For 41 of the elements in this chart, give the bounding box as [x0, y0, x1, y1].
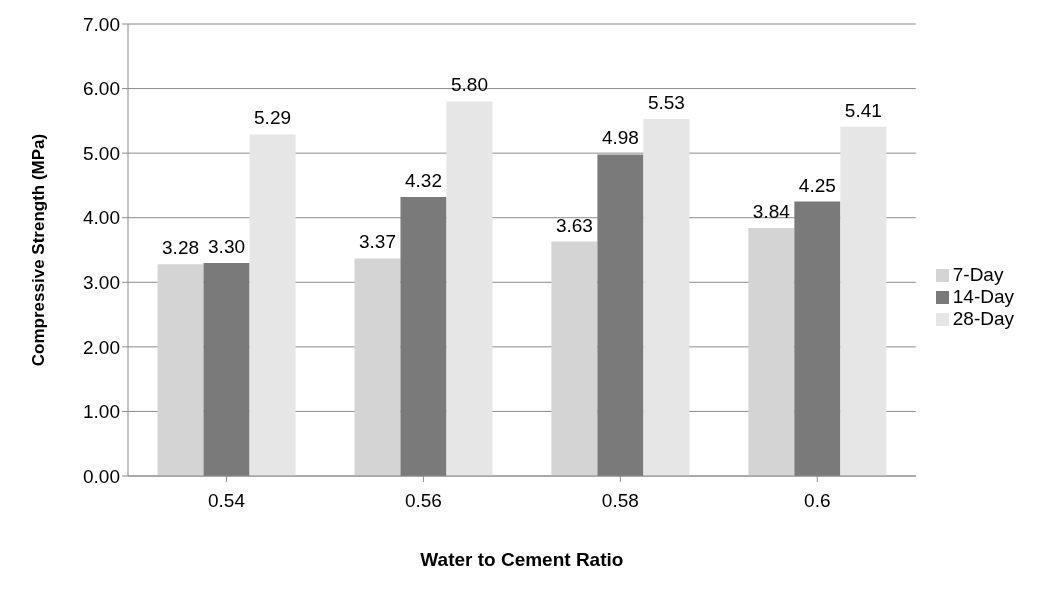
data-label: 3.37 — [358, 231, 396, 253]
bar — [840, 126, 887, 476]
data-label: 5.53 — [647, 91, 685, 113]
bar — [551, 241, 598, 476]
data-label: 5.29 — [254, 107, 292, 129]
bar — [643, 118, 690, 476]
data-label: 3.30 — [208, 235, 246, 257]
legend-label: 7-Day — [952, 264, 1004, 285]
bar — [597, 154, 644, 476]
data-label: 3.28 — [162, 237, 200, 259]
x-tick-label: 0.6 — [804, 490, 831, 512]
data-label: 4.32 — [404, 170, 442, 192]
y-tick-label: 4.00 — [83, 207, 120, 229]
data-label: 5.41 — [844, 99, 882, 121]
y-tick-label: 1.00 — [83, 401, 120, 423]
bar — [249, 134, 296, 476]
data-label: 4.25 — [798, 174, 836, 196]
x-tick-label: 0.56 — [404, 490, 442, 512]
legend-label: 28-Day — [952, 308, 1014, 329]
x-axis-title: Water to Cement Ratio — [420, 549, 624, 570]
bar — [748, 228, 795, 476]
data-label: 5.80 — [450, 74, 488, 96]
bar — [354, 258, 401, 476]
bar — [446, 101, 493, 476]
x-tick-label: 0.58 — [601, 490, 639, 512]
y-tick-label: 7.00 — [83, 13, 120, 35]
x-tick-label: 0.54 — [207, 490, 246, 512]
bar — [794, 201, 841, 476]
bar — [203, 262, 250, 476]
y-tick-label: 6.00 — [83, 78, 120, 100]
y-tick-label: 2.00 — [83, 336, 120, 358]
bar — [400, 197, 447, 476]
y-tick-label: 5.00 — [83, 142, 120, 164]
bar — [157, 264, 204, 476]
y-tick-label: 3.00 — [83, 272, 120, 294]
y-tick-label: 0.00 — [83, 465, 120, 487]
legend-label: 14-Day — [952, 286, 1014, 307]
y-axis-title: Compressive Strength (MPa) — [29, 133, 49, 367]
data-label: 3.84 — [752, 201, 791, 223]
data-label: 3.63 — [555, 214, 593, 236]
data-label: 4.98 — [601, 127, 639, 149]
